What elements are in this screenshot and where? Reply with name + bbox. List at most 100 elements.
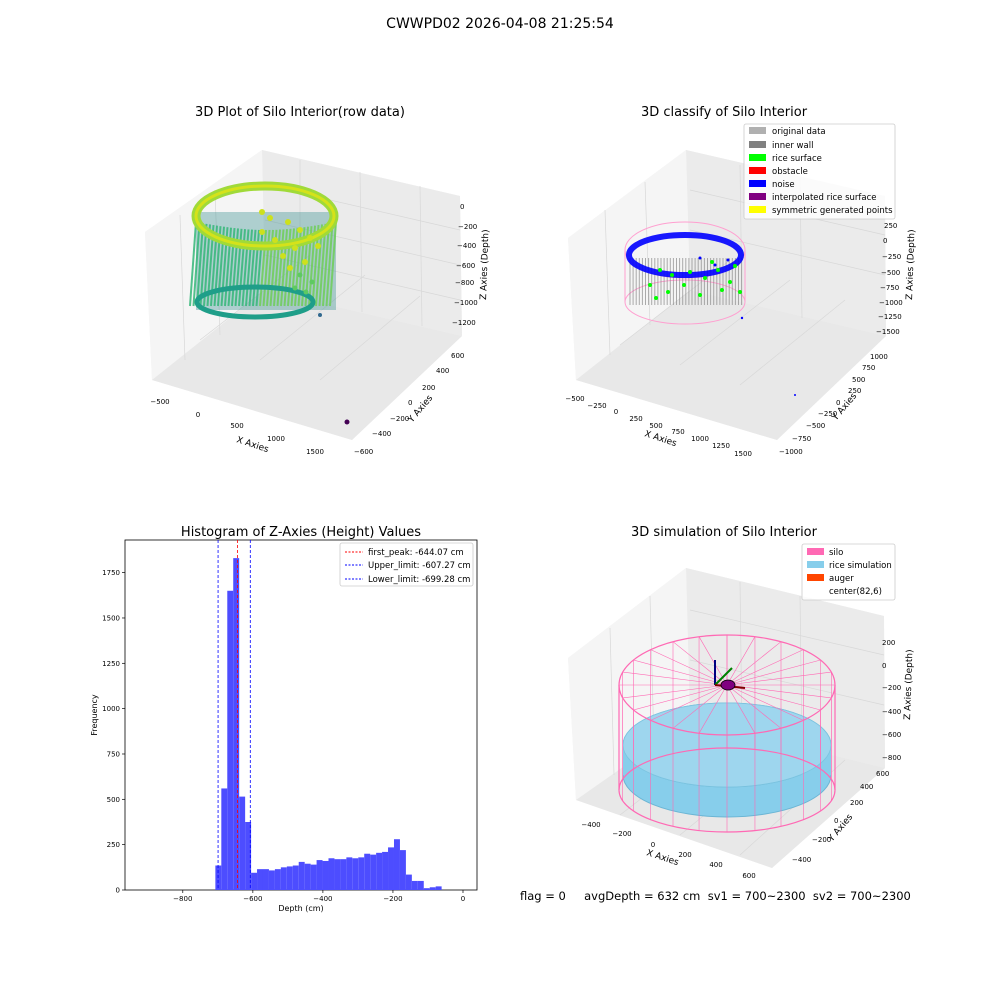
silo-roof-wire (633, 684, 728, 711)
p1-ytick: 200 (422, 384, 435, 392)
legend-swatch-interpolated (749, 193, 766, 200)
x-tick-label: 0 (461, 895, 465, 903)
p2-ytick: −1000 (779, 448, 803, 456)
p2-xtick: 250 (629, 415, 642, 423)
histogram-bar (257, 869, 263, 890)
panel1-xlabel: X Axies (235, 435, 270, 455)
histogram-bar (292, 865, 299, 890)
auger-marker (720, 679, 736, 691)
p1-ytick: 400 (436, 367, 449, 375)
histogram-bar (352, 858, 359, 890)
histogram-bar (429, 887, 436, 890)
histogram-bar (364, 853, 371, 890)
histogram-bar (399, 850, 406, 890)
panel1-zlabel: Z Axies (Depth) (479, 229, 491, 300)
panel2-classified-points (624, 221, 796, 396)
histogram-bar (310, 864, 317, 890)
panel4-silo-simulation (618, 634, 836, 833)
histogram-bar (268, 870, 275, 890)
raw-point-column (199, 223, 208, 307)
silo-roof-wire (633, 659, 728, 686)
histogram-bar (328, 858, 335, 890)
p2-xtick: 500 (649, 422, 662, 430)
histogram-bar (340, 859, 347, 890)
histogram-bar (298, 861, 305, 890)
status-footer: flag = 0 avgDepth = 632 cm sv1 = 700~230… (520, 889, 911, 903)
p2-ytick: 750 (862, 364, 875, 372)
raw-point-column (325, 222, 334, 307)
panel2-ylabel: Y Axies (830, 391, 859, 423)
p2-ztick: −750 (880, 284, 899, 292)
panel4-legend: silo rice simulation auger center(82,6) (801, 543, 896, 601)
histogram-x-ticks: −800 −600 −400 −200 0 (173, 890, 465, 903)
silo-roof-wire (726, 659, 821, 686)
x-tick-label: −400 (313, 895, 332, 903)
y-tick-label: 750 (107, 750, 120, 758)
y-tick-label: 500 (107, 796, 120, 804)
p2-xtick: 750 (671, 428, 684, 436)
panel2-zlabel: Z Axies (Depth) (905, 229, 917, 300)
p2-ytick: −750 (792, 435, 811, 443)
p1-xtick: 1500 (306, 448, 324, 456)
p2-ztick: −1500 (876, 328, 900, 336)
legend-swatch-silo (807, 548, 824, 555)
histogram-bar (280, 867, 287, 890)
silo-roof-wire (726, 684, 821, 711)
histogram-bar (262, 869, 269, 890)
legend-interpolated-rice-surface: interpolated rice surface (772, 193, 877, 203)
p4-ytick: 400 (860, 783, 873, 791)
raw-point-column (318, 223, 327, 307)
histogram-bar (411, 880, 418, 890)
p1-ytick: 600 (451, 352, 464, 360)
silo-roof-wire (726, 684, 804, 721)
histogram-reference-lines (217, 540, 251, 890)
p4-xtick: 600 (742, 872, 755, 880)
silo-roof-wire (726, 636, 756, 686)
p1-ztick: −1200 (452, 319, 476, 327)
p1-xtick: 0 (196, 411, 200, 419)
silo-roof-wire (622, 671, 728, 686)
histogram-bar (388, 847, 394, 890)
panel4-tick-labels: −400 −200 0 200 400 600 −400 −200 0 200 … (581, 639, 901, 880)
legend-rice-simulation: rice simulation (829, 561, 892, 571)
p4-ytick: 600 (876, 770, 889, 778)
p4-ztick: −400 (882, 708, 901, 716)
histogram-bar (435, 886, 442, 890)
p4-ytick: −200 (812, 836, 831, 844)
p1-xtick: 500 (230, 422, 243, 430)
p4-ytick: 200 (850, 799, 863, 807)
y-tick-label: 250 (107, 841, 120, 849)
p4-ytick: −400 (792, 856, 811, 864)
panel-classify: 3D classify of Silo Interior (565, 105, 917, 458)
histogram-bar (405, 874, 412, 890)
p2-ytick: 500 (852, 376, 865, 384)
silo-roof-wire (726, 684, 756, 734)
p4-ztick: 200 (882, 639, 895, 647)
p2-ytick: 250 (848, 387, 861, 395)
panel4-zlabel: Z Axies (Depth) (903, 649, 915, 720)
histogram-bar (227, 590, 234, 890)
panel1-title: 3D Plot of Silo Interior(row data) (195, 105, 405, 120)
silo-roof-wire (698, 684, 728, 734)
p2-xtick: 1500 (734, 450, 752, 458)
histogram-bar (382, 851, 389, 890)
p4-xtick: −200 (612, 830, 631, 838)
histogram-bar (304, 863, 311, 890)
p1-ytick: −200 (390, 415, 409, 423)
histogram-bar (376, 852, 383, 890)
x-tick-label: −800 (173, 895, 192, 903)
p4-xtick: 0 (651, 841, 655, 849)
p2-ytick: −250 (818, 410, 837, 418)
p4-ztick: 0 (882, 662, 886, 670)
p2-ztick: 0 (883, 237, 887, 245)
histogram-bar (251, 872, 258, 890)
panel2-legend: original data inner wall rice surface ob… (743, 123, 896, 220)
silo-roof-wire (650, 684, 728, 721)
legend-swatch-rice-simulation (807, 561, 824, 568)
p1-ztick: −200 (458, 223, 477, 231)
panel3-ylabel: Frequency (90, 694, 99, 736)
p1-ztick: −800 (455, 279, 474, 287)
panel4-ylabel: Y Axies (826, 812, 855, 844)
histogram-bar (245, 821, 252, 890)
p1-ztick: −400 (457, 242, 476, 250)
